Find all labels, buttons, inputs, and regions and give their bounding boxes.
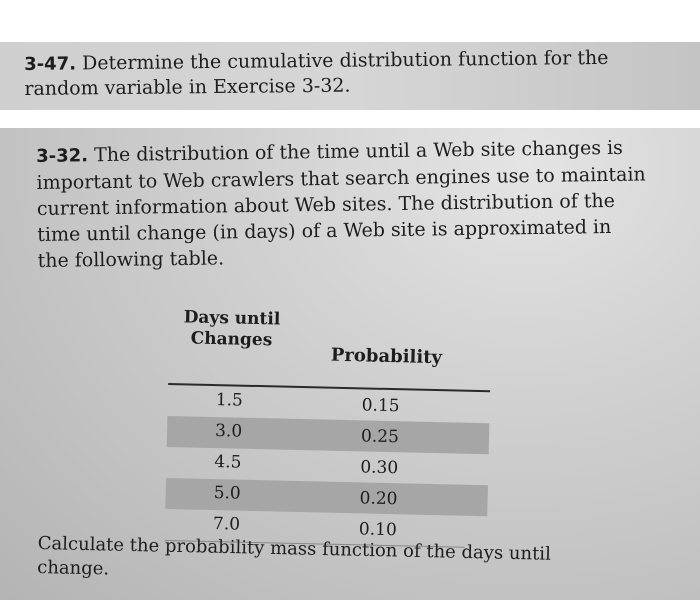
cell-probability: 0.30 <box>360 457 399 479</box>
problem-347: 3-47. Determine the cumulative distribut… <box>24 46 609 102</box>
cell-days: 3.0 <box>214 421 243 442</box>
header-days-line-2: Changes <box>190 328 273 351</box>
problem-347-band <box>0 42 700 110</box>
cell-days: 7.0 <box>212 514 241 535</box>
cell-probability: 0.15 <box>361 395 400 417</box>
problem-347-number: 3-47. <box>24 53 77 75</box>
problem-332-line-1: The distribution of the time until a Web… <box>93 136 624 167</box>
cell-probability: 0.25 <box>360 426 400 448</box>
distribution-table: Days until Changes Probability 1.5 0.15 … <box>164 303 492 549</box>
cell-days: 5.0 <box>213 483 241 504</box>
table-header: Days until Changes Probability <box>168 303 492 393</box>
header-days: Days until Changes <box>183 307 281 351</box>
header-probability: Probability <box>330 344 443 369</box>
cell-days: 1.5 <box>215 390 244 411</box>
problem-332-band <box>0 128 700 600</box>
problem-332: 3-32. The distribution of the time until… <box>36 134 647 273</box>
cell-days: 4.5 <box>214 452 242 473</box>
cell-probability: 0.20 <box>359 488 398 510</box>
problem-332-number: 3-32. <box>36 145 89 167</box>
header-days-line-1: Days until <box>183 307 281 330</box>
cell-probability: 0.10 <box>358 519 397 541</box>
problem-347-line-1: Determine the cumulative distribution fu… <box>81 46 609 75</box>
